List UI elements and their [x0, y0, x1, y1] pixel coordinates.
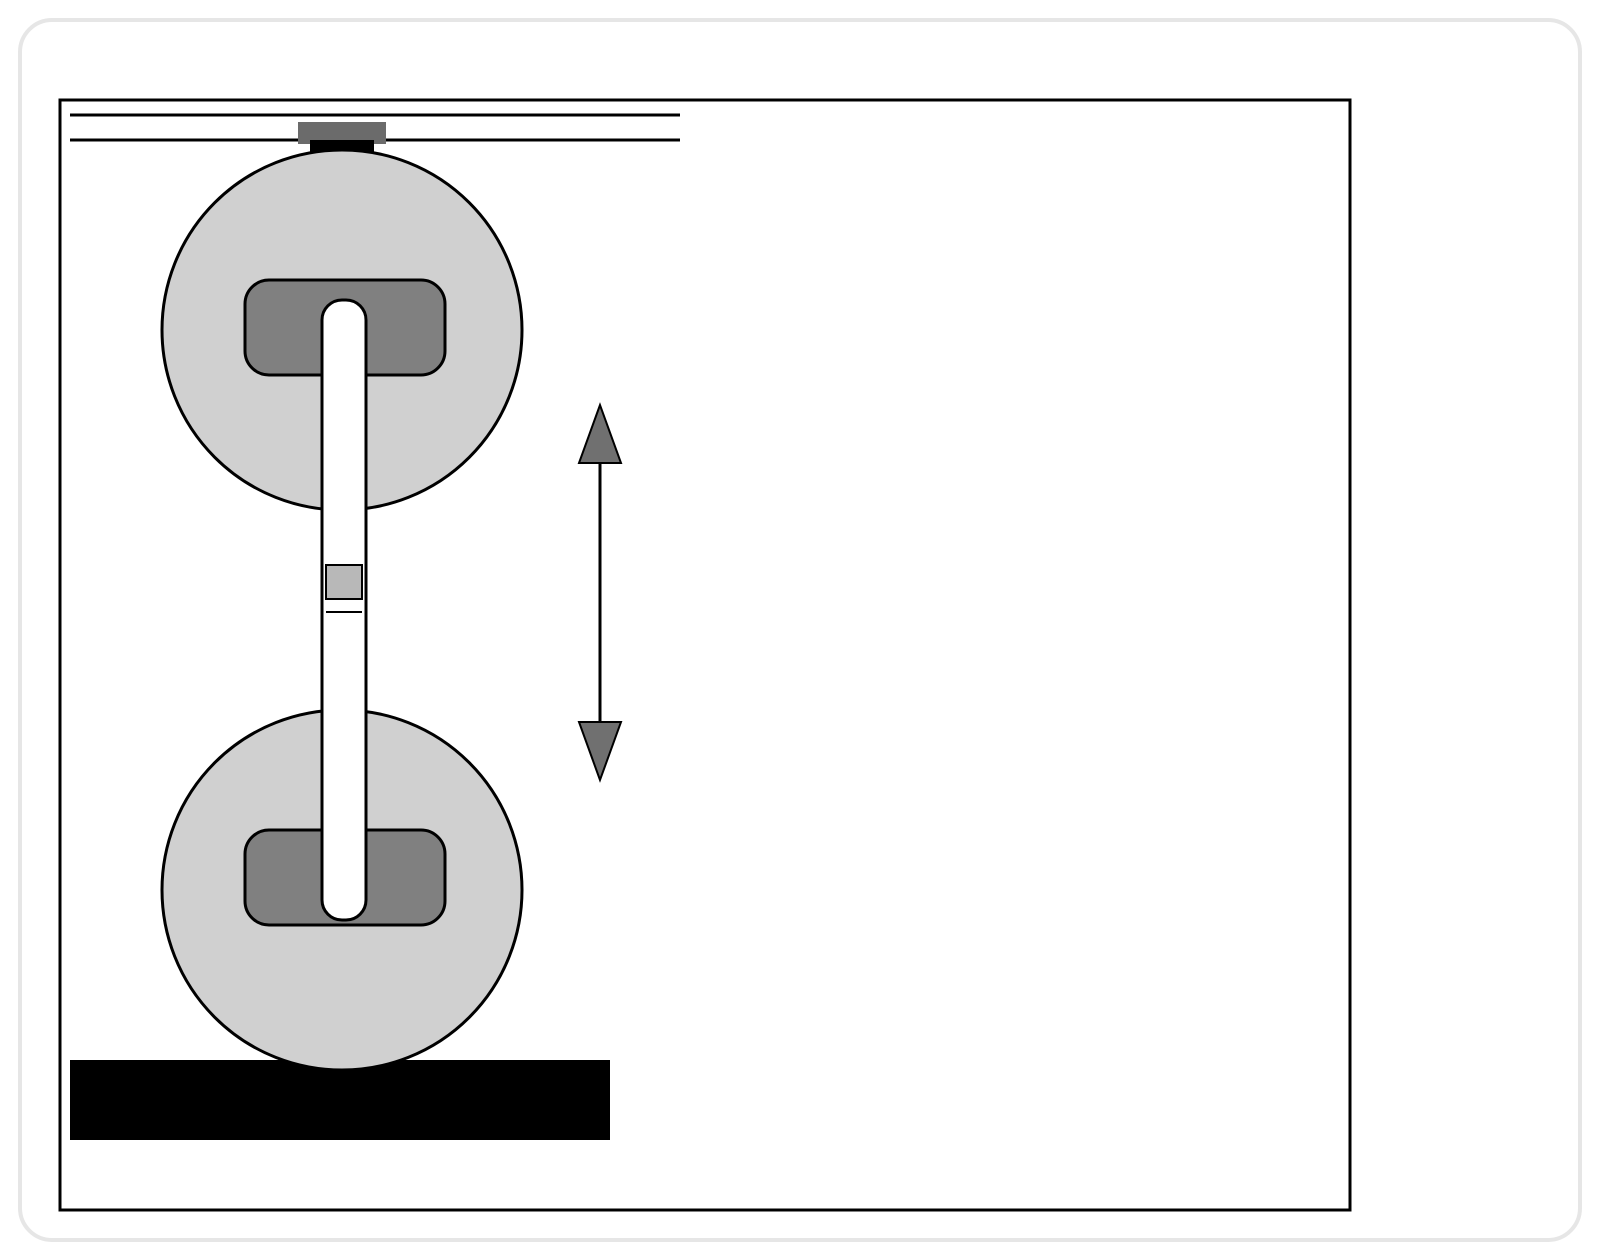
welded-sample: [322, 300, 366, 920]
diagram-canvas: [0, 0, 1600, 1260]
